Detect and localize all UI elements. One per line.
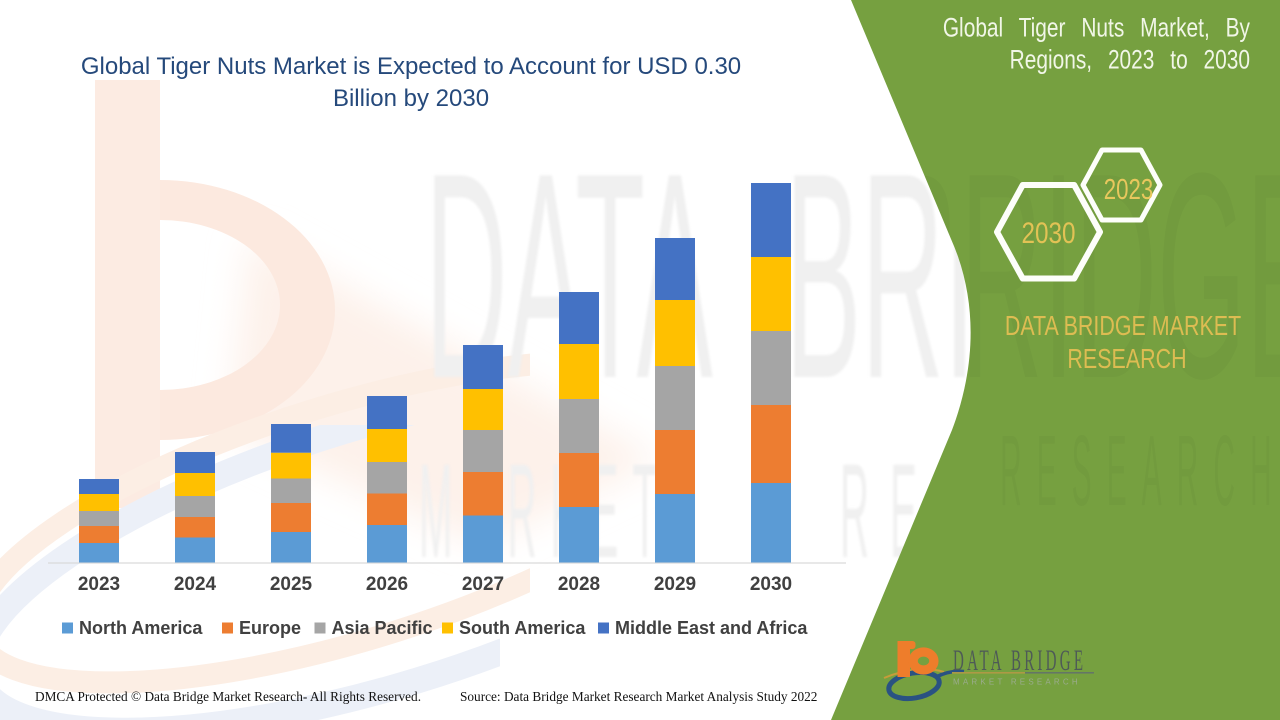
- svg-text:MARKET: MARKET: [419, 435, 671, 585]
- svg-text:North America: North America: [79, 618, 203, 638]
- svg-text:Source: Data Bridge Market Res: Source: Data Bridge Market Research Mark…: [460, 689, 817, 704]
- svg-text:South America: South America: [459, 618, 586, 638]
- svg-text:Middle East and Africa: Middle East and Africa: [615, 618, 808, 638]
- svg-text:2029: 2029: [654, 574, 696, 595]
- svg-text:RESEARCH: RESEARCH: [1067, 345, 1186, 375]
- svg-text:2028: 2028: [558, 574, 600, 595]
- svg-text:2023: 2023: [1104, 174, 1153, 205]
- svg-text:2023: 2023: [78, 574, 120, 595]
- svg-text:2026: 2026: [366, 574, 408, 595]
- svg-text:2030: 2030: [750, 574, 792, 595]
- svg-text:RESEARCH: RESEARCH: [1000, 414, 1280, 526]
- svg-text:Global Tiger Nuts Market, By: Global Tiger Nuts Market, By: [943, 13, 1251, 43]
- svg-text:2024: 2024: [174, 574, 217, 595]
- svg-text:Europe: Europe: [239, 618, 301, 638]
- svg-text:DATA BRIDGE: DATA BRIDGE: [953, 645, 1086, 678]
- svg-text:2025: 2025: [270, 574, 313, 595]
- svg-text:Regions, 2023 to 2030: Regions, 2023 to 2030: [1010, 45, 1250, 75]
- svg-text:DMCA Protected © Data Bridge M: DMCA Protected © Data Bridge Market Rese…: [35, 689, 421, 704]
- svg-text:DATA BRIDGE MARKET: DATA BRIDGE MARKET: [1005, 312, 1241, 342]
- svg-text:2027: 2027: [462, 574, 504, 595]
- svg-text:2030: 2030: [1021, 216, 1075, 250]
- svg-text:MARKET RESEARCH: MARKET RESEARCH: [953, 678, 1081, 687]
- svg-text:Asia Pacific: Asia Pacific: [332, 618, 433, 638]
- svg-text:Global Tiger Nuts Market is Ex: Global Tiger Nuts Market is Expected to …: [81, 53, 741, 80]
- svg-text:Billion by 2030: Billion by 2030: [333, 85, 489, 112]
